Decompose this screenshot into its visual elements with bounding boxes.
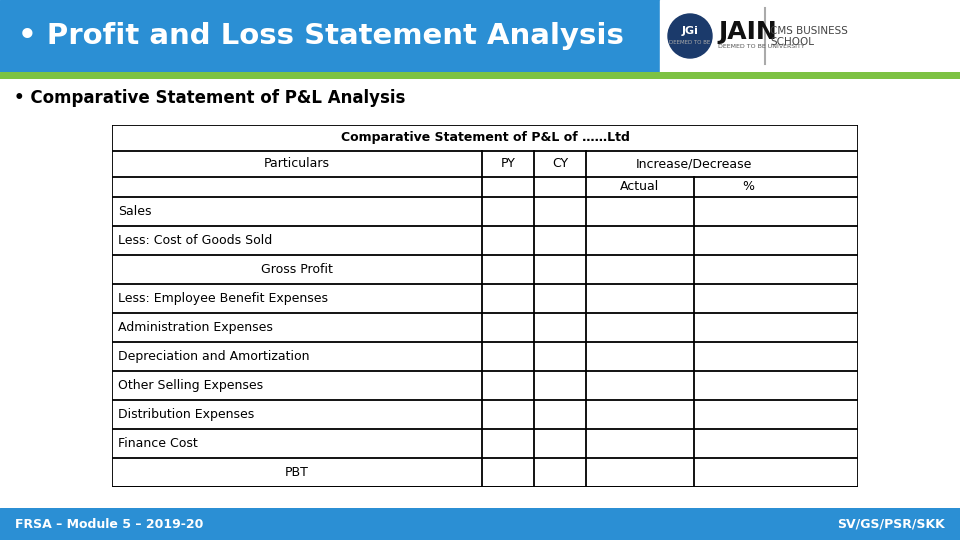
Text: DEEMED TO BE UNIVERSITY: DEEMED TO BE UNIVERSITY — [718, 44, 804, 49]
Text: Comparative Statement of P&L of ……Ltd: Comparative Statement of P&L of ……Ltd — [341, 132, 630, 145]
Bar — [660, 0, 960, 72]
Text: Other Selling Expenses: Other Selling Expenses — [118, 379, 263, 392]
Text: JGi: JGi — [682, 26, 699, 36]
Text: Particulars: Particulars — [264, 158, 330, 171]
Text: Gross Profit: Gross Profit — [261, 263, 333, 276]
Text: FRSA – Module 5 – 2019-20: FRSA – Module 5 – 2019-20 — [15, 517, 204, 530]
Text: JAIN: JAIN — [718, 20, 777, 44]
Text: Less: Employee Benefit Expenses: Less: Employee Benefit Expenses — [118, 292, 328, 305]
Text: • Comparative Statement of P&L Analysis: • Comparative Statement of P&L Analysis — [14, 89, 405, 107]
Text: DEEMED TO BE: DEEMED TO BE — [669, 40, 710, 45]
Text: Depreciation and Amortization: Depreciation and Amortization — [118, 350, 309, 363]
Text: Increase/Decrease: Increase/Decrease — [636, 158, 753, 171]
Text: %: % — [742, 180, 754, 193]
Text: SV/GS/PSR/SKK: SV/GS/PSR/SKK — [837, 517, 945, 530]
Text: PBT: PBT — [285, 466, 309, 479]
Text: Distribution Expenses: Distribution Expenses — [118, 408, 254, 421]
Text: CY: CY — [552, 158, 568, 171]
Bar — [0, 0, 660, 72]
Text: • Profit and Loss Statement Analysis: • Profit and Loss Statement Analysis — [18, 22, 624, 50]
Text: CMS BUSINESS: CMS BUSINESS — [770, 26, 848, 36]
Circle shape — [668, 14, 712, 58]
Text: Sales: Sales — [118, 205, 152, 218]
Text: SCHOOL: SCHOOL — [770, 37, 814, 47]
Text: Actual: Actual — [620, 180, 660, 193]
Text: Administration Expenses: Administration Expenses — [118, 321, 273, 334]
Text: Less: Cost of Goods Sold: Less: Cost of Goods Sold — [118, 234, 273, 247]
Text: Finance Cost: Finance Cost — [118, 437, 198, 450]
Text: PY: PY — [500, 158, 516, 171]
